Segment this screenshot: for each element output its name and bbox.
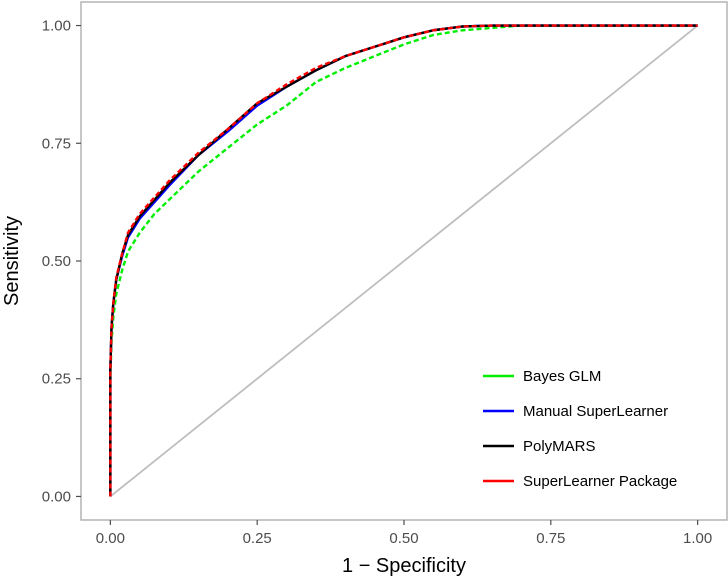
y-tick-label: 0.00 bbox=[42, 488, 71, 505]
y-tick-label: 1.00 bbox=[42, 18, 71, 35]
series-layer bbox=[109, 24, 698, 497]
plot-area bbox=[80, 1, 728, 521]
x-tick-label: 0.00 bbox=[96, 530, 125, 547]
legend-label: Manual SuperLearner bbox=[523, 403, 668, 420]
reference-diagonal-line bbox=[109, 24, 699, 498]
y-tick-label: 0.50 bbox=[42, 253, 71, 270]
y-axis: 0.00 0.25 0.50 0.75 1.00 bbox=[42, 18, 81, 505]
legend-label: Bayes GLM bbox=[523, 368, 601, 385]
x-tick-label: 0.25 bbox=[243, 530, 272, 547]
legend-label: PolyMARS bbox=[523, 438, 596, 455]
legend-label: SuperLearner Package bbox=[523, 473, 677, 490]
series-line-superlearner-package bbox=[109, 24, 698, 497]
x-tick-label: 1.00 bbox=[683, 530, 712, 547]
y-tick-label: 0.75 bbox=[42, 135, 71, 152]
x-axis: 0.00 0.25 0.50 0.75 1.00 bbox=[96, 520, 712, 547]
x-tick-label: 0.50 bbox=[389, 530, 418, 547]
y-tick-label: 0.25 bbox=[42, 371, 71, 388]
x-tick-label: 0.75 bbox=[536, 530, 565, 547]
series-line-bayes-glm bbox=[109, 24, 698, 497]
legend: Bayes GLM Manual SuperLearner PolyMARS Supe… bbox=[483, 368, 677, 490]
y-axis-title: Sensitivity bbox=[1, 216, 23, 306]
x-axis-title: 1 − Specificity bbox=[342, 555, 466, 577]
